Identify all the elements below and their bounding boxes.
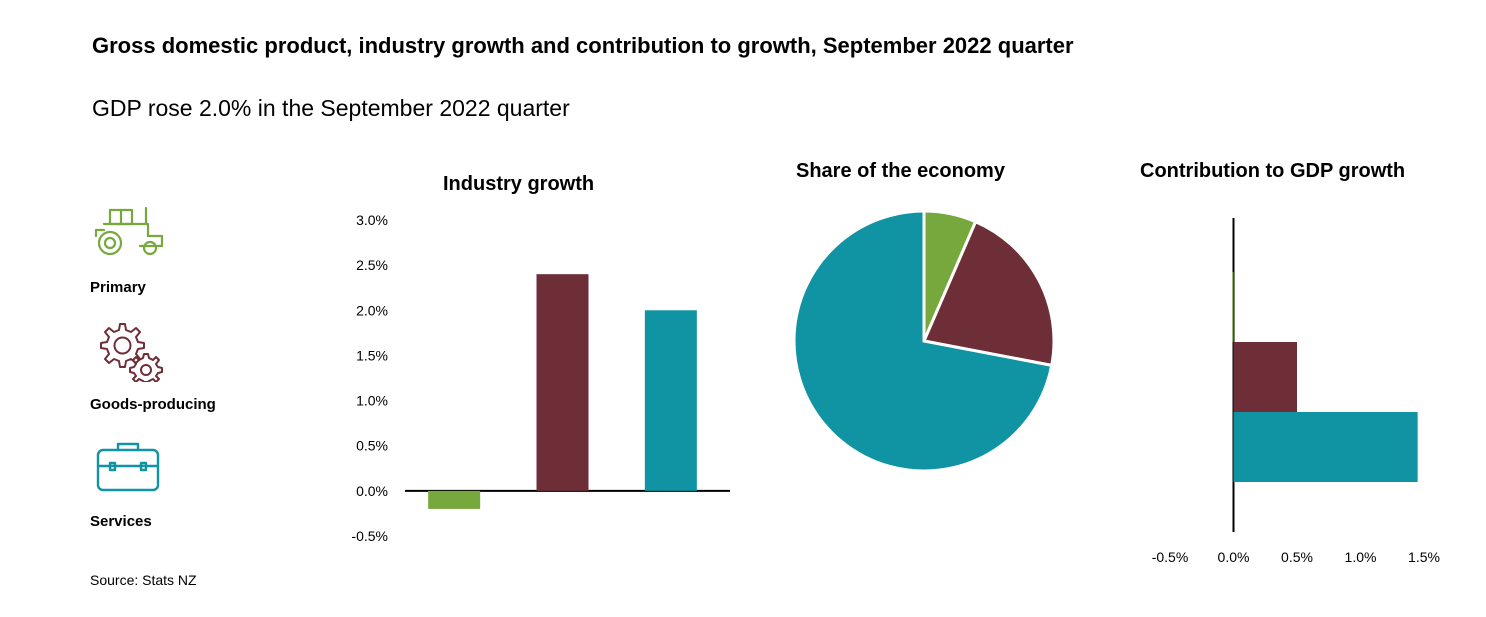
bar-goods-producing xyxy=(536,274,589,491)
y-tick-label: 0.5% xyxy=(356,438,388,454)
x-tick-label: 0.5% xyxy=(1281,549,1313,565)
contribution-title: Contribution to GDP growth xyxy=(1140,160,1406,182)
industry-growth-title: Industry growth xyxy=(443,173,595,195)
y-tick-label: 1.5% xyxy=(356,347,388,363)
x-tick-label: 1.5% xyxy=(1408,549,1440,565)
page-subtitle: GDP rose 2.0% in the September 2022 quar… xyxy=(92,95,570,121)
share-of-economy-title: Share of the economy xyxy=(796,160,1005,182)
bar-primary xyxy=(428,490,481,509)
contribution-chart: -0.5% 0.0% 0.5% 1.0% 1.5% xyxy=(1152,218,1440,565)
y-tick-label: 3.0% xyxy=(356,212,388,228)
y-tick-label: 2.0% xyxy=(356,302,388,318)
page-title: Gross domestic product, industry growth … xyxy=(92,33,1074,58)
pie-slice-goods-producing xyxy=(921,219,1056,368)
y-tick-label: 1.0% xyxy=(356,393,388,409)
y-tick-label: 0.0% xyxy=(356,483,388,499)
x-tick-label: 1.0% xyxy=(1345,549,1377,565)
x-tick-label: 0.0% xyxy=(1218,549,1250,565)
industry-growth-chart: 3.0% 2.5% 2.0% 1.5% 1.0% 0.5% 0.0% -0.5% xyxy=(351,212,730,544)
bar-services xyxy=(644,310,697,491)
y-tick-label: 2.5% xyxy=(356,257,388,273)
legend-label-primary: Primary xyxy=(90,279,146,296)
hbar-goods-producing xyxy=(1233,342,1297,412)
share-of-economy-chart xyxy=(792,209,1056,473)
briefcase-icon xyxy=(96,440,162,497)
y-tick-label: -0.5% xyxy=(351,528,388,544)
gears-icon xyxy=(98,320,168,387)
hbar-services xyxy=(1233,412,1418,482)
legend-label-services: Services xyxy=(90,513,152,530)
source-note: Source: Stats NZ xyxy=(90,572,197,588)
x-tick-label: -0.5% xyxy=(1152,549,1189,565)
tractor-icon xyxy=(90,206,170,261)
legend-label-goods-producing: Goods-producing xyxy=(90,396,216,413)
pie-slice-services xyxy=(792,209,1054,473)
hbar-primary xyxy=(1232,272,1234,342)
